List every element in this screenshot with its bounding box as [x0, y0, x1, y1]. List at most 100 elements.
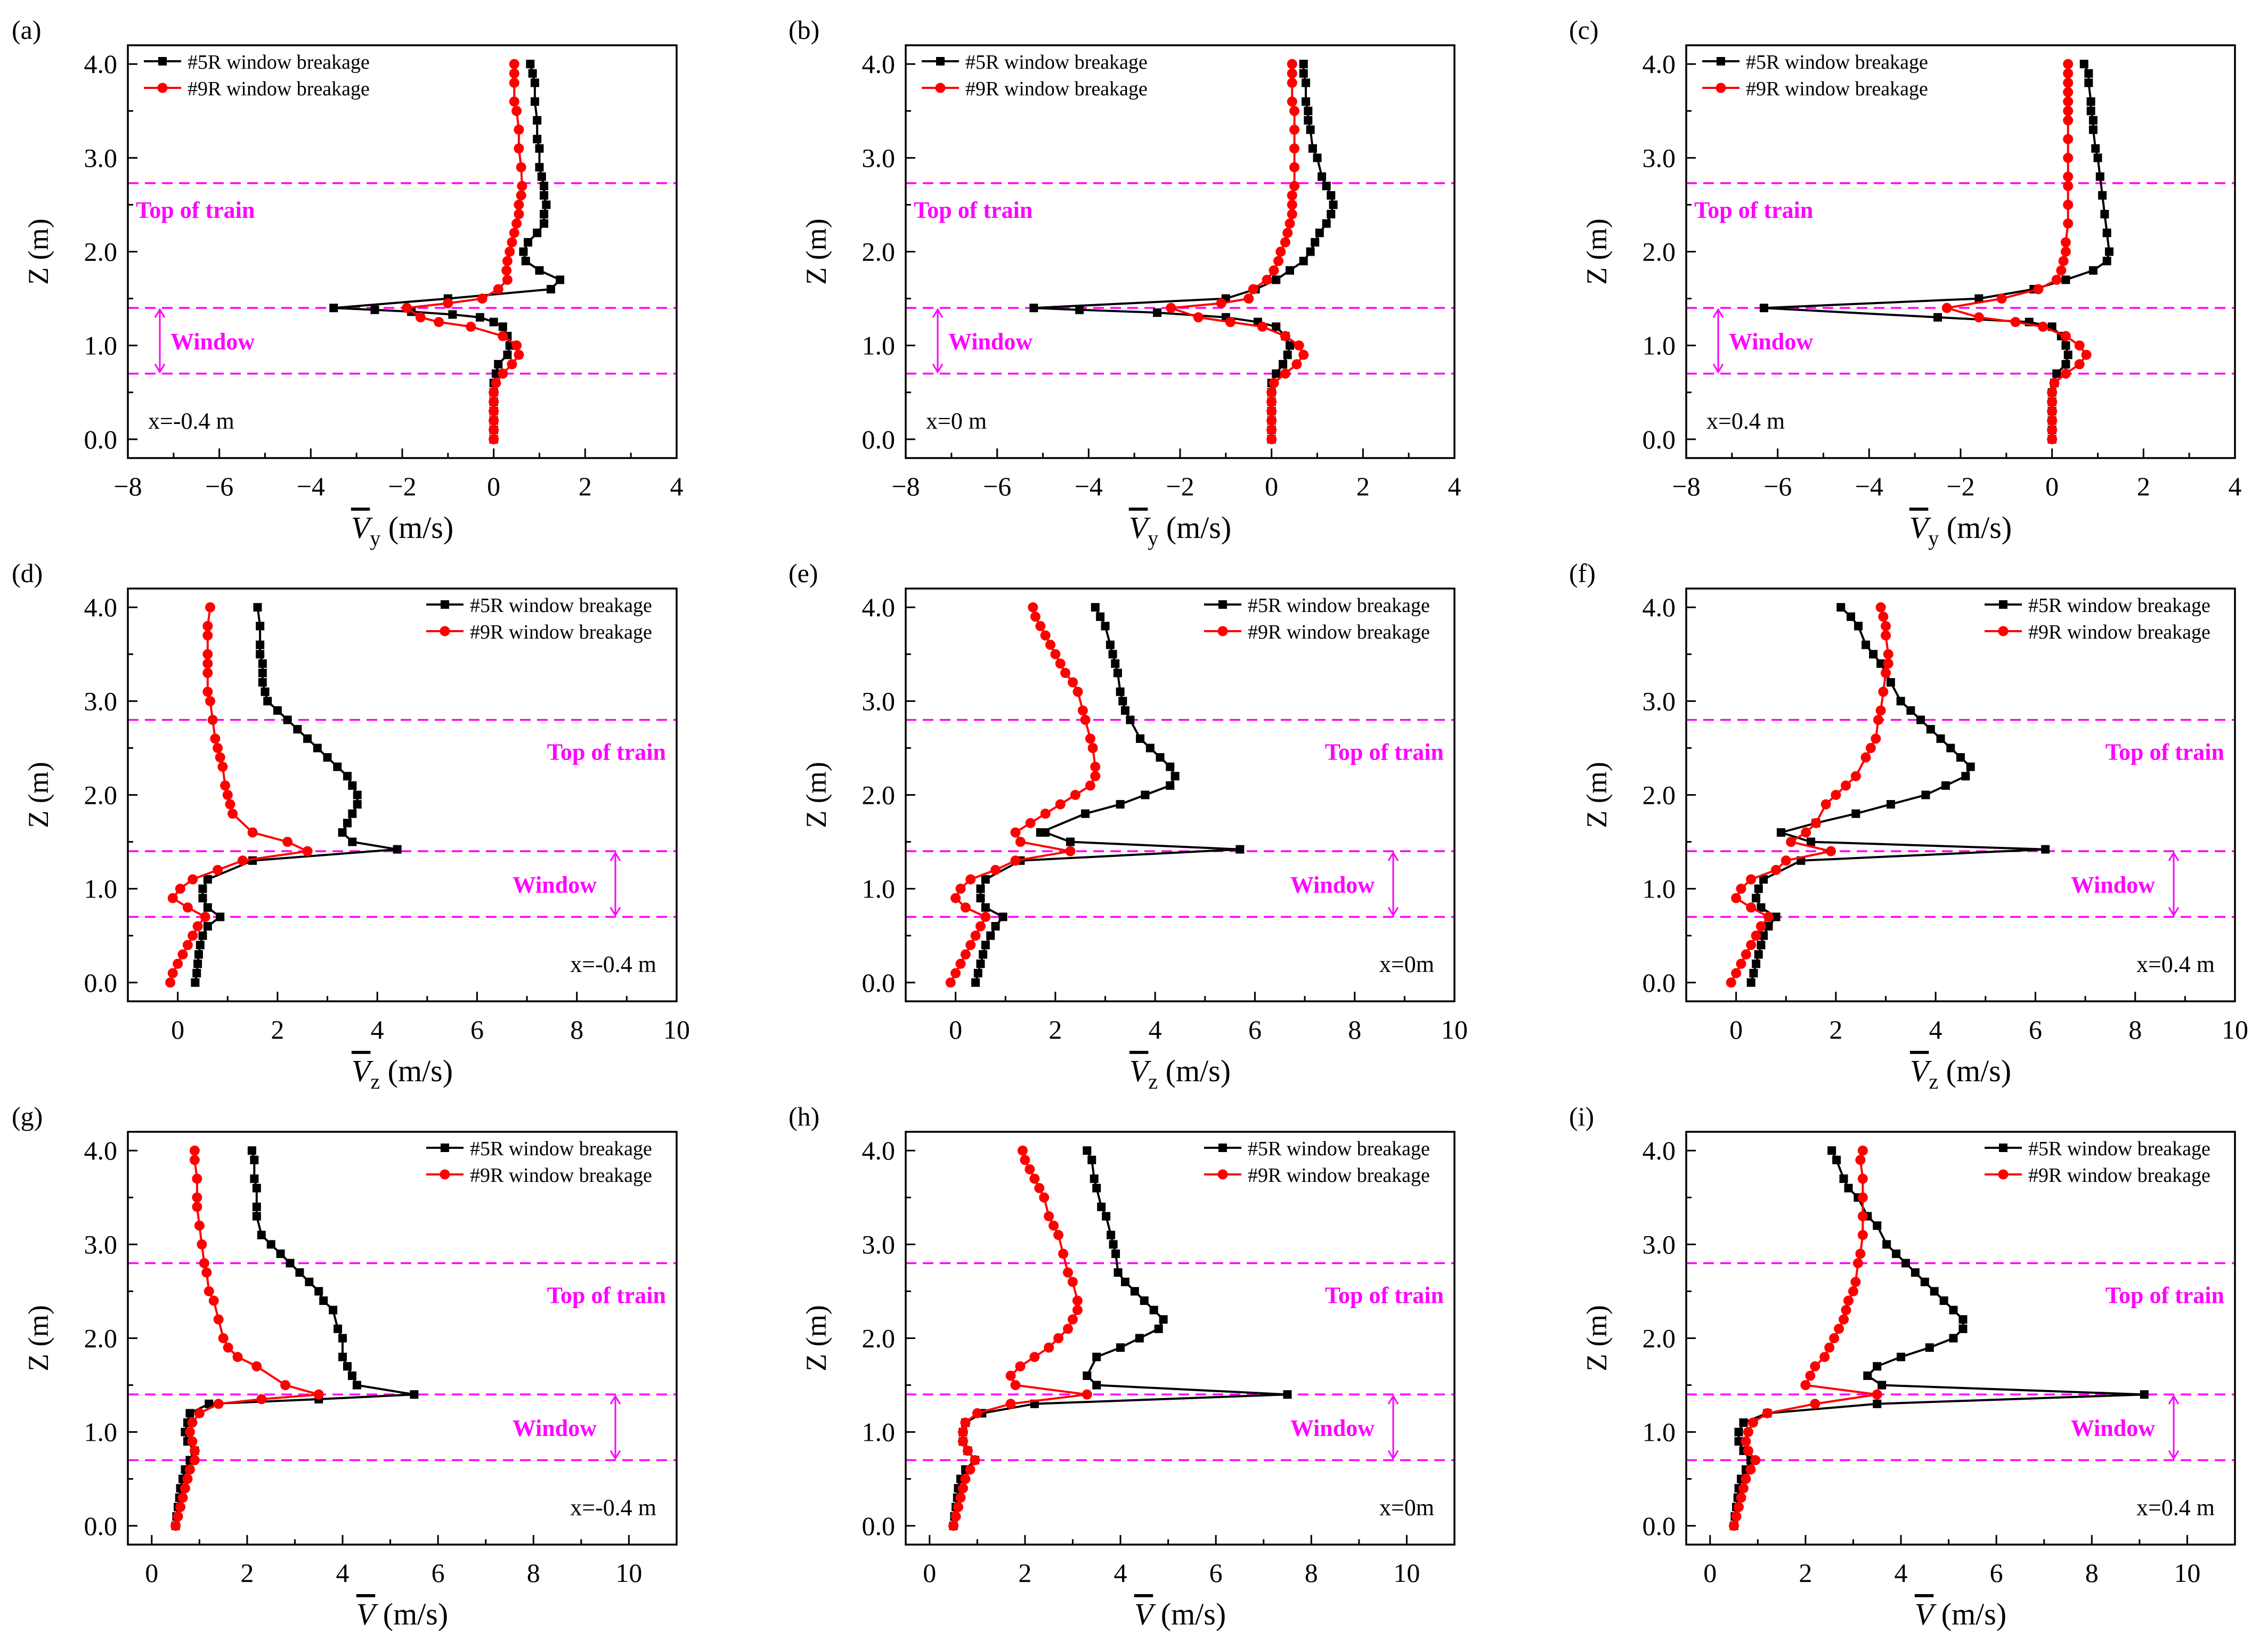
x-tick-label: 6 [1248, 1015, 1262, 1044]
legend-label-5r: #5R window breakage [188, 51, 370, 74]
y-tick-label: 4.0 [862, 1136, 896, 1165]
legend: #5R window breakage #9R window breakage [426, 594, 652, 643]
data-point-5r [1109, 1240, 1118, 1249]
data-point-9r [1030, 611, 1040, 622]
data-point-5r [533, 228, 542, 238]
data-point-9r [505, 247, 515, 257]
data-point-9r [1053, 1333, 1064, 1343]
data-point-5r [1116, 687, 1125, 696]
data-point-9r [1826, 846, 1836, 856]
data-point-5r [535, 144, 544, 153]
data-point-9r [282, 837, 293, 847]
x-tick-label: 10 [2174, 1558, 2200, 1588]
y-tick-label: 4.0 [84, 49, 118, 79]
data-point-9r [1872, 1389, 1882, 1400]
x-tick-label: 6 [1209, 1558, 1223, 1588]
data-point-9r [1050, 649, 1061, 659]
data-point-5r [258, 668, 267, 677]
x-tick-label: 8 [527, 1558, 540, 1588]
data-point-5r [256, 622, 265, 631]
panel-letter: (f) [1569, 558, 1596, 588]
data-point-9r [1262, 274, 1272, 285]
data-point-5r [1315, 228, 1324, 238]
data-point-5r [1916, 715, 1925, 724]
data-point-9r [1070, 790, 1080, 800]
series-line-5r [1033, 64, 1335, 439]
data-point-5r [1166, 762, 1175, 771]
data-point-5r [1081, 809, 1090, 818]
data-point-9r [1831, 790, 1841, 800]
y-tick-label: 1.0 [84, 1417, 118, 1447]
data-point-5r [1279, 360, 1288, 369]
data-point-9r [953, 1502, 964, 1513]
data-point-5r [1892, 1249, 1901, 1258]
data-point-5r [533, 135, 542, 144]
data-point-9r [256, 1394, 267, 1405]
data-point-5r [979, 950, 988, 959]
data-point-9r [1287, 190, 1297, 201]
y-tick-label: 3.0 [1643, 1229, 1676, 1259]
data-point-9r [2033, 284, 2044, 295]
data-point-9r [1763, 911, 1774, 922]
data-point-9r [1741, 1436, 1751, 1447]
data-point-5r [1121, 706, 1129, 715]
data-point-5r [1107, 1230, 1116, 1239]
data-point-9r [2063, 172, 2074, 182]
data-point-9r [1852, 1258, 1863, 1269]
data-point-5r [1092, 1183, 1101, 1193]
series-line-5r [174, 1150, 416, 1526]
legend-marker-9r [1217, 626, 1228, 636]
data-point-5r [981, 941, 990, 950]
data-point-9r [507, 237, 517, 248]
data-point-5r [252, 1183, 261, 1193]
data-point-9r [192, 921, 203, 932]
data-point-9r [213, 1399, 224, 1409]
data-point-5r [1851, 809, 1860, 818]
data-point-9r [205, 602, 215, 613]
data-point-9r [1269, 265, 1279, 276]
data-point-5r [253, 603, 262, 612]
x-tick-label: 2 [271, 1015, 284, 1044]
legend-marker-9r [440, 626, 450, 636]
data-point-5r [1113, 668, 1122, 677]
data-point-5r [348, 809, 357, 818]
top-of-train-label: Top of train [547, 739, 666, 765]
data-point-9r [251, 1361, 262, 1371]
x-tick-label: 6 [1990, 1558, 2003, 1588]
y-tick-label: 1.0 [862, 874, 896, 904]
data-point-5r [250, 1155, 259, 1164]
data-point-5r [1083, 1371, 1092, 1380]
data-point-9r [1085, 733, 1095, 744]
data-point-5r [1091, 603, 1100, 612]
data-point-9r [975, 921, 986, 932]
data-point-9r [1726, 977, 1736, 988]
data-point-5r [283, 715, 292, 724]
data-point-5r [2084, 69, 2093, 78]
data-point-9r [957, 1436, 968, 1447]
x-tick-label: 10 [615, 1558, 642, 1588]
data-point-5r [556, 275, 565, 284]
data-point-5r [1939, 1296, 1948, 1305]
data-point-5r [1235, 845, 1245, 854]
y-tick-label: 0.0 [84, 1511, 118, 1541]
y-tick-label: 0.0 [1643, 424, 1676, 454]
panel-letter: (g) [12, 1101, 43, 1131]
window-arrowhead-down [154, 363, 166, 374]
data-point-5r [203, 922, 212, 931]
x-tick-label: 2 [1048, 1015, 1062, 1044]
data-point-9r [302, 846, 313, 856]
data-point-9r [1736, 959, 1746, 969]
data-point-9r [1266, 406, 1277, 417]
data-point-9r [2063, 77, 2074, 88]
data-point-9r [1275, 247, 1286, 257]
x-axis-label: Vz (m/s) [1910, 1054, 2011, 1093]
data-point-5r [353, 790, 362, 799]
data-point-9r [1034, 1183, 1045, 1194]
panel-c: (c) −8 −6 −4 −2 0 2 4 0.0 1.0 2.0 3.0 4.0 Z (m) Vy (m/… [1569, 15, 2242, 550]
y-tick-label: 2.0 [1643, 780, 1676, 810]
x-axis-label: Vz (m/s) [352, 1054, 453, 1093]
data-point-5r [1308, 144, 1317, 153]
data-point-9r [1285, 218, 1295, 229]
data-point-5r [261, 687, 270, 696]
data-point-9r [1025, 818, 1036, 828]
